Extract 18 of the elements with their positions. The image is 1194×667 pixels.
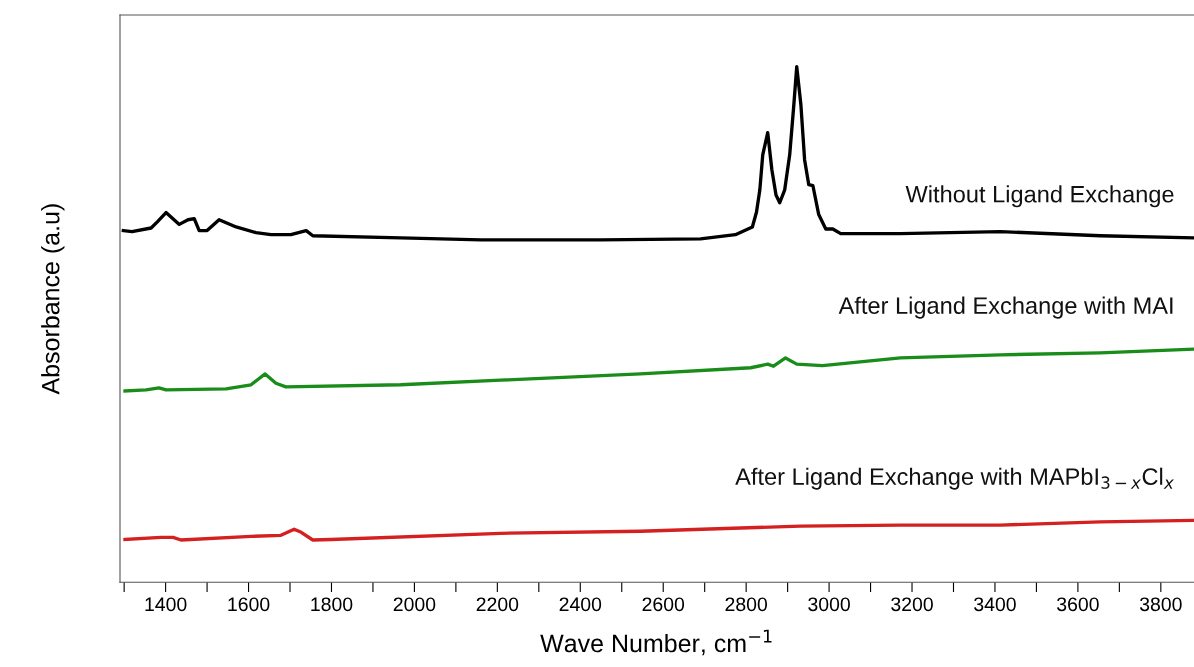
x-tick-label: 2000 [393, 597, 436, 612]
x-tick-label: 3000 [808, 597, 850, 612]
x-axis-title: Wave Number, cm$^{−1}$ [540, 629, 772, 656]
x-tick-label: 2400 [559, 597, 602, 612]
x-tick-label: 2800 [725, 597, 768, 612]
series-label: After Ligand Exchange with MAI [838, 296, 1173, 319]
x-tick-label: 2600 [642, 597, 685, 612]
series-label: Without Ligand Exchange [905, 185, 1174, 208]
x-tick-label: 3800 [1139, 597, 1182, 612]
y-axis-title: Absorbance (a.u) [41, 204, 65, 395]
x-tick-label: 3200 [891, 597, 933, 612]
series-label: After Ligand Exchange with MAPbI$_{3−x}$Cl$_{x}$ [735, 467, 1174, 490]
x-tick-label: 1600 [228, 597, 270, 612]
x-tick-label: 3400 [974, 597, 1016, 612]
x-tick-label: 3600 [1057, 597, 1099, 612]
x-tick-label: 2200 [476, 597, 519, 612]
x-tick-label: 1800 [311, 597, 353, 612]
x-tick-label: 1400 [145, 597, 187, 612]
